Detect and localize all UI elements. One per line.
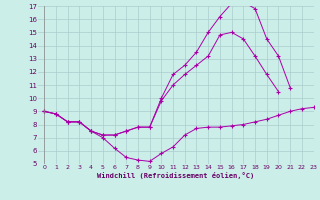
X-axis label: Windchill (Refroidissement éolien,°C): Windchill (Refroidissement éolien,°C) [97, 172, 255, 179]
